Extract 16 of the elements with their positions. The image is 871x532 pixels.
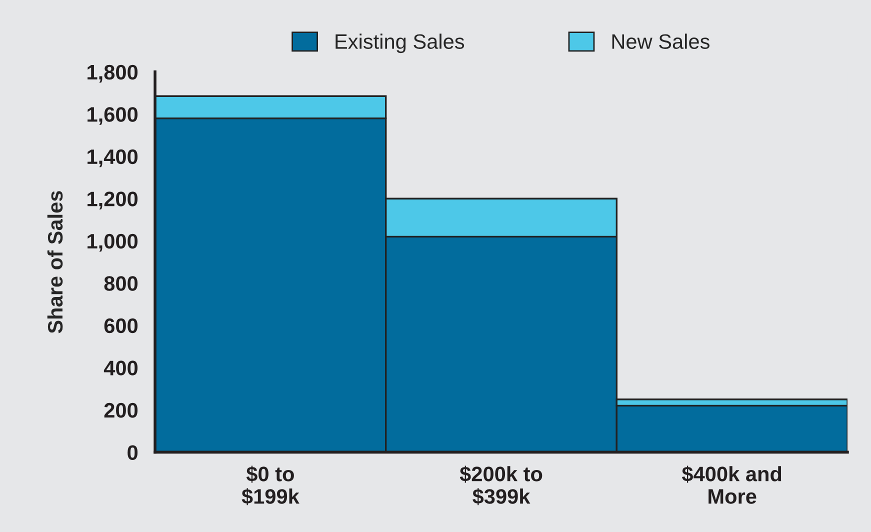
y-tick-label: 0 xyxy=(128,445,138,460)
y-tick-label: 1,800 xyxy=(88,64,138,83)
y-tick-label: 1,600 xyxy=(88,107,138,125)
x-tick-label: $400k and More xyxy=(682,466,782,504)
legend-label: New Sales xyxy=(612,34,710,49)
y-tick-label: 1,400 xyxy=(88,149,138,168)
y-tick-label: 600 xyxy=(104,318,138,334)
y-tick-label: 1,000 xyxy=(88,234,138,252)
y-tick-label: 800 xyxy=(104,276,138,291)
x-tick-label: $200k to $399k xyxy=(460,466,542,506)
legend-label: Existing Sales xyxy=(336,34,464,54)
y-tick-label: 1,200 xyxy=(88,192,138,210)
x-tick-label: $0 to $199k xyxy=(242,466,300,506)
y-tick-label: 400 xyxy=(104,360,138,376)
y-axis-title: Share of Sales xyxy=(47,191,63,334)
y-tick-label: 200 xyxy=(104,402,138,418)
